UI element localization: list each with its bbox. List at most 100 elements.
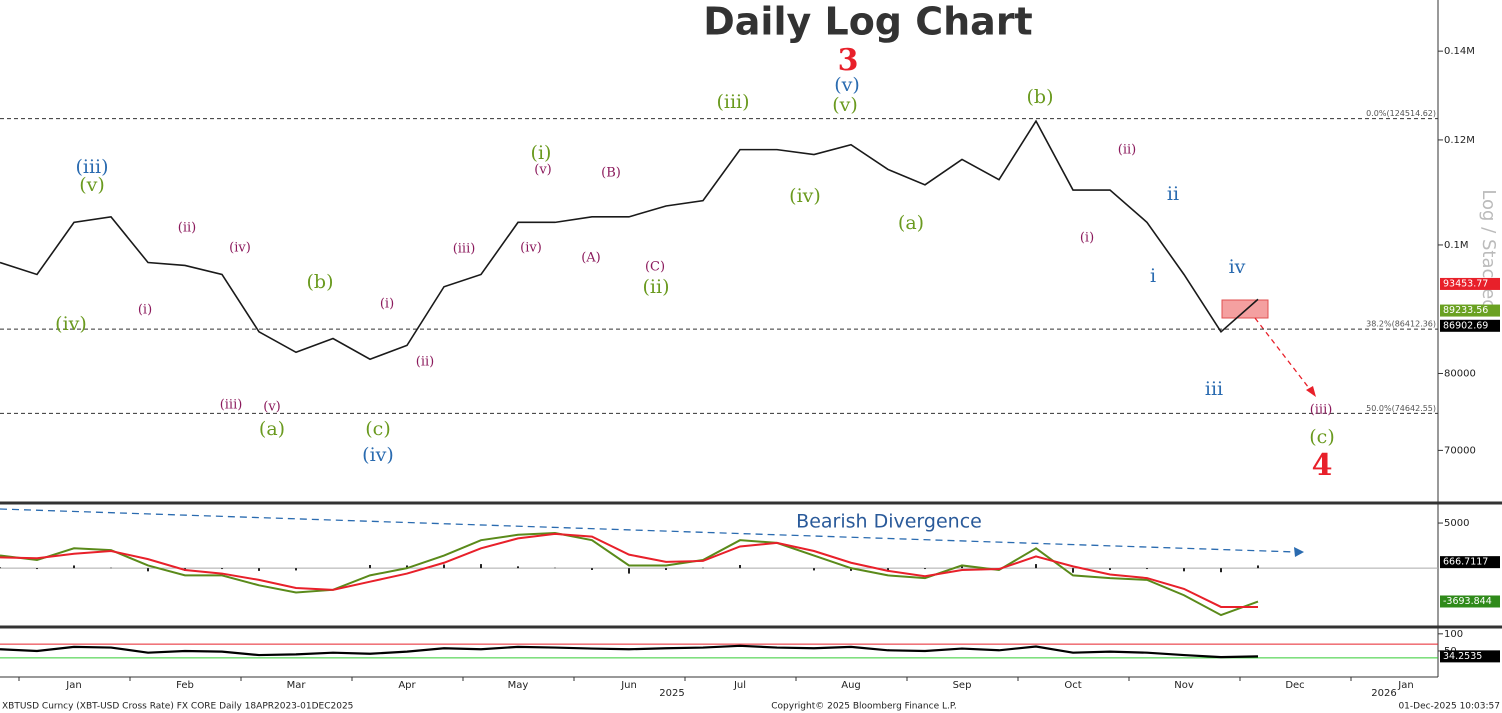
rsi-line [0,644,1259,659]
wave-label: (c) [365,418,390,440]
wave-label: (iv) [55,313,87,335]
arrow-head [1306,386,1316,397]
macd-histogram [295,568,297,571]
macd-histogram [887,568,889,571]
y-tick-label: 5000 [1444,518,1469,529]
wave-label: i [1150,265,1156,287]
macd-histogram [961,565,963,569]
wave-label: (B) [601,166,621,181]
macd-histogram [221,568,223,570]
x-tick-label: Feb [176,680,194,691]
wave-label: (A) [581,251,601,266]
price-tag [1440,319,1500,332]
wave-label: (iii) [220,398,243,413]
macd-histogram [369,565,371,569]
y-tick-label: 70000 [1444,445,1476,456]
macd-histogram [258,568,260,571]
x-tick-label: Aug [841,680,861,691]
wave-label: (iii) [1310,403,1333,418]
price-tag-label: 93453.77 [1443,278,1488,289]
chart-title: Daily Log Chart [703,0,1032,44]
macd-histogram [591,568,593,570]
wave-label: iii [1205,378,1223,400]
macd-histogram [147,568,149,572]
wave-label: (iii) [453,242,476,257]
wave-label: 3 [838,43,859,78]
wave-label: (v) [534,163,552,178]
wave-label: (iv) [362,444,394,466]
wave-label: (i) [138,303,152,318]
wave-label: (v) [263,400,281,415]
macd-histogram [924,568,926,570]
macd-histogram [1257,565,1259,569]
wave-label: 4 [1312,448,1333,483]
year-label: 2025 [659,688,684,699]
y-tick-label: 80000 [1444,368,1476,379]
wave-label: (v) [834,74,860,96]
wave-label: ii [1167,183,1179,205]
x-tick-label: Oct [1064,680,1081,691]
macd-histogram [1220,568,1222,573]
x-tick-label: Dec [1285,680,1304,691]
rsi-tag-label: 34.2535 [1443,651,1482,662]
macd-histogram [443,564,445,569]
wave-label: (i) [380,297,394,312]
macd-histogram [1109,568,1111,570]
footer-center: Copyright© 2025 Bloomberg Finance L.P. [771,702,956,712]
y-tick-label: 0.12M [1444,135,1475,146]
footer-right: 01-Dec-2025 10:03:57 [1398,702,1500,712]
macd-histogram [73,565,75,569]
wave-label: (i) [531,142,552,164]
price-tag [1440,277,1500,290]
macd-histogram [0,567,1,569]
wave-label: (v) [832,94,858,116]
wave-label: (ii) [178,221,196,236]
wave-label: (iii) [716,91,749,113]
price-tag [1440,304,1500,317]
y-tick-label: 0.1M [1444,240,1469,251]
macd-annotation: Bearish Divergence [796,511,982,533]
macd-histogram [739,565,741,569]
macd-line [0,532,1258,608]
macd-histogram [406,565,408,569]
x-tick-label: Apr [398,680,416,691]
macd-tag-label: -3693.844 [1443,596,1492,607]
macd-tag-label: 666.7117 [1443,557,1488,568]
macd-histogram [36,568,38,570]
macd-tag [1440,556,1500,569]
price-tag-label: 89233.56 [1443,305,1488,316]
wave-label: (v) [79,174,105,196]
wave-label: (b) [307,271,334,293]
x-tick-label: May [508,680,529,691]
macd-histogram [480,564,482,569]
wave-label: (iv) [229,241,251,256]
scale-label: Log / Stacked [1478,189,1499,310]
macd-line [0,531,1259,617]
macd-histogram [813,568,815,571]
price-line [0,119,1259,361]
wave-label: (iv) [520,241,542,256]
x-tick-label: Jul [733,680,746,691]
x-tick-label: Jan [65,680,81,691]
wave-label: (b) [1027,86,1054,108]
wave-label: (iii) [75,156,108,178]
macd-histogram [665,568,667,570]
y-tick-label: 100 [1444,629,1463,640]
wave-label: (ii) [643,276,670,298]
divergence-line [0,508,1297,553]
wave-label: (c) [1309,426,1334,448]
macd-histogram [1146,568,1148,570]
macd-tag [1440,595,1500,608]
wave-label: (a) [898,212,924,234]
year-label: 2026 [1371,688,1396,699]
axis-background [1438,0,1502,713]
macd-histogram [1072,568,1074,573]
wave-label: iv [1229,256,1246,278]
x-tick-label: Sep [953,680,972,691]
x-tick-label: Jan [1397,680,1413,691]
target-zone [1221,299,1269,319]
arrow-head [1294,547,1304,557]
x-tick-label: Nov [1174,680,1194,691]
rsi-tag [1440,650,1500,663]
